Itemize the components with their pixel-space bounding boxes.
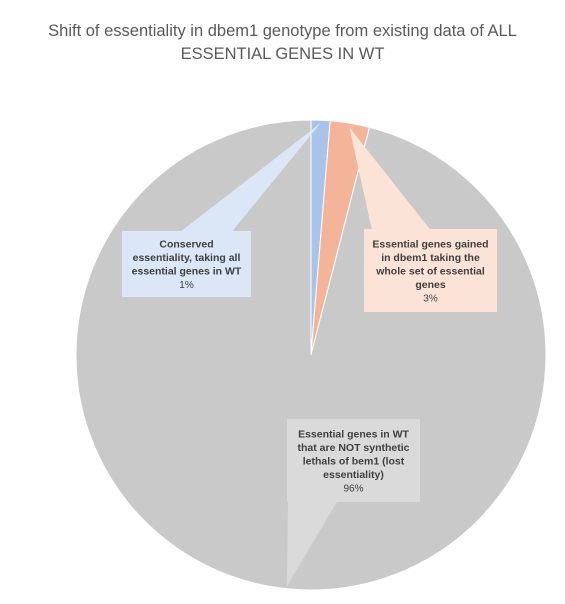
- slice-label-3-line-2: that are NOT synthetic: [297, 442, 409, 454]
- slice-label-3-line-4: essentiality): [323, 469, 384, 481]
- slice-label-2-line-1: Essential genes gained: [372, 238, 488, 250]
- callout-pointer-1: [180, 123, 321, 232]
- slice-label-2-line-4: genes: [415, 279, 446, 291]
- chart-title: Shift of essentiality in dbem1 genotype …: [0, 20, 565, 66]
- slice-percent-1: 1%: [179, 280, 194, 291]
- chart-title-line-2: ESSENTIAL GENES IN WT: [180, 45, 385, 63]
- callout-pointer-2: [349, 127, 431, 230]
- slice-label-2-line-2: in dbem1 taking the: [381, 252, 480, 264]
- callout-box-2: [364, 229, 497, 312]
- slice-label-3-line-3: lethals of bem1 (lost: [303, 455, 405, 467]
- chart-title-line-1: Shift of essentiality in dbem1 genotype …: [48, 22, 517, 40]
- slice-percent-2: 3%: [423, 293, 438, 304]
- callout-box-1: [122, 231, 251, 297]
- slice-label-2-line-3: whole set of essential: [375, 265, 485, 277]
- callout-pointer-3: [287, 501, 338, 586]
- callout-3: Essential genes in WT that are NOT synthe…: [287, 419, 420, 586]
- slice-label-3-line-1: Essential genes in WT: [298, 428, 409, 440]
- slice-percent-3: 96%: [343, 483, 363, 494]
- slice-label-1-line-3: essential genes in WT: [132, 266, 242, 278]
- callout-2: Essential genes gained in dbem1 taking th…: [349, 127, 497, 312]
- slice-label-1-line-1: Conserved: [159, 239, 213, 251]
- callout-box-3: [287, 419, 420, 502]
- slice-label-1-line-2: essentiality, taking all: [133, 252, 241, 264]
